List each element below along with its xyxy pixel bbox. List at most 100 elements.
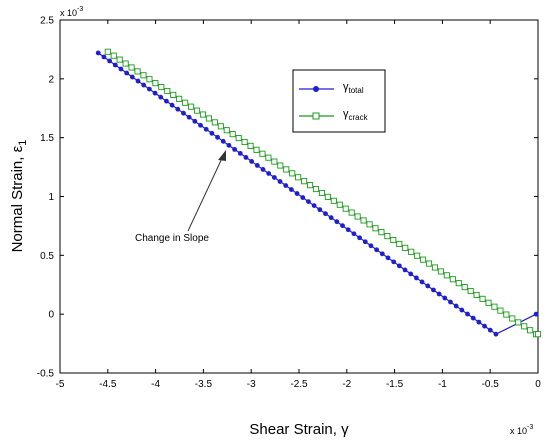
x-tick-label: -4	[151, 379, 160, 390]
data-point	[277, 179, 283, 184]
data-point	[396, 263, 402, 269]
data-point	[384, 233, 391, 240]
data-point	[485, 299, 492, 306]
data-point	[497, 307, 504, 314]
y-tick-label: -0.5	[37, 369, 55, 380]
data-point	[476, 319, 482, 325]
data-point	[141, 82, 147, 88]
data-point	[124, 70, 130, 76]
data-point	[374, 247, 380, 253]
x-tick-label: -3	[247, 379, 256, 390]
x-tick-label: -5	[56, 379, 65, 390]
data-point	[283, 183, 289, 188]
y-tick-label: 0.5	[40, 251, 54, 262]
data-point	[122, 60, 129, 67]
data-point	[317, 207, 323, 213]
x-exponent-label: x 10-3	[510, 424, 533, 436]
series-crack	[104, 48, 542, 338]
data-point	[366, 221, 373, 228]
data-point	[372, 225, 379, 232]
data-point	[118, 66, 124, 72]
data-point	[527, 327, 534, 334]
data-point	[368, 243, 374, 249]
data-point	[241, 138, 248, 146]
legend: γtotal γcrack	[292, 69, 386, 133]
data-point	[301, 178, 308, 185]
data-point	[420, 256, 427, 263]
data-point	[493, 331, 499, 337]
data-point	[253, 146, 260, 153]
annotation: Change in Slope	[135, 150, 226, 244]
data-point	[152, 90, 158, 96]
data-point	[243, 155, 249, 160]
data-point	[431, 287, 436, 293]
data-point	[360, 217, 367, 224]
data-point	[289, 170, 296, 177]
data-point	[443, 272, 450, 279]
data-point	[354, 213, 361, 220]
data-point	[226, 142, 232, 148]
data-point	[482, 323, 487, 329]
data-point	[295, 174, 302, 181]
axis-ticks: -5 -4.5 -4 -3.5 -3 -2.5 -2 -1.5 -1 -0.5 0 -0.5 0 0.5 1…	[37, 16, 541, 391]
data-point	[521, 323, 528, 330]
legend-label-crack: γcrack	[343, 108, 369, 122]
data-point	[334, 219, 340, 225]
data-point	[503, 311, 510, 318]
data-point	[158, 94, 164, 100]
y-tick-label: 1.5	[40, 133, 54, 144]
data-point	[182, 99, 189, 106]
data-point	[199, 111, 207, 118]
x-tick-label: -2.5	[290, 379, 308, 390]
data-point	[357, 235, 362, 241]
data-point	[336, 201, 343, 208]
data-point	[306, 182, 314, 189]
legend-box	[292, 69, 386, 133]
data-point	[158, 84, 165, 91]
x-tick-label: -4.5	[99, 379, 117, 390]
data-point	[312, 185, 320, 193]
data-point	[152, 80, 159, 87]
data-point	[203, 126, 209, 132]
data-point	[237, 150, 243, 156]
data-point	[533, 311, 539, 317]
data-point	[425, 283, 431, 289]
data-point	[164, 98, 169, 104]
data-point	[229, 131, 236, 138]
data-point	[534, 331, 542, 338]
annotation-arrow-head	[218, 150, 226, 161]
data-point	[271, 158, 278, 165]
data-point	[104, 48, 111, 55]
data-point	[448, 299, 453, 305]
data-point	[110, 52, 117, 59]
data-point	[232, 146, 237, 152]
data-point	[116, 56, 123, 63]
data-point	[95, 50, 101, 56]
data-point	[311, 203, 317, 209]
data-point	[342, 205, 349, 212]
data-point	[437, 268, 444, 275]
data-point	[442, 295, 448, 301]
data-point	[419, 279, 425, 285]
annotation-text: Change in Slope	[135, 233, 209, 244]
data-series	[95, 48, 542, 338]
data-point	[129, 74, 135, 80]
data-point	[259, 150, 266, 157]
data-point	[348, 209, 355, 216]
data-point	[473, 291, 480, 298]
data-point	[175, 106, 181, 112]
data-point	[379, 251, 385, 257]
data-point	[390, 236, 397, 244]
data-point	[247, 142, 254, 149]
data-point	[211, 119, 218, 126]
data-point	[135, 78, 141, 84]
x-tick-label: -1	[438, 379, 447, 390]
data-point	[396, 240, 403, 248]
data-point	[107, 58, 113, 64]
data-point	[186, 114, 192, 120]
data-point	[431, 264, 439, 271]
data-point	[169, 102, 175, 108]
data-point	[408, 248, 415, 255]
data-point	[176, 95, 183, 102]
data-point	[509, 315, 516, 322]
